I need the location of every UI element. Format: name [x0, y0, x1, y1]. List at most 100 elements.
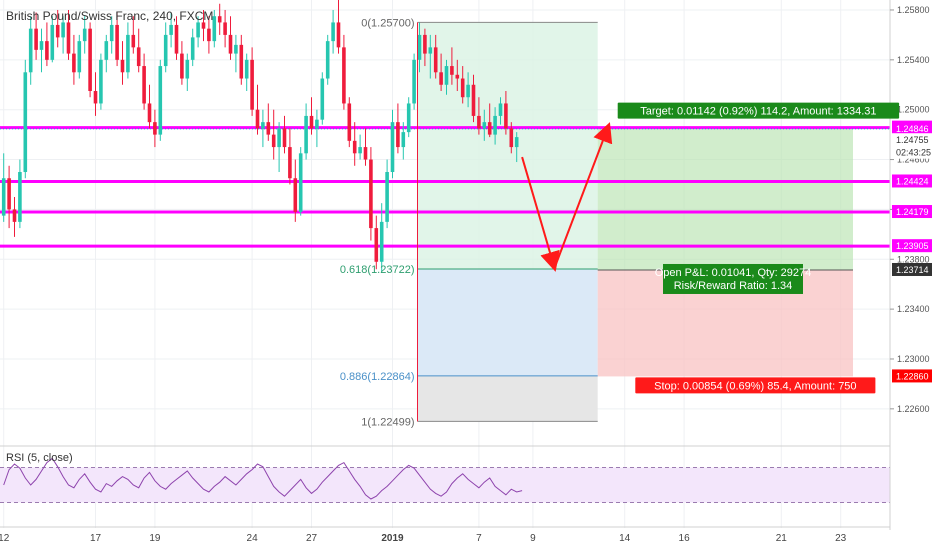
candle-body — [45, 41, 49, 60]
candle-body — [201, 22, 206, 29]
stop-label-box — [635, 377, 876, 394]
candle-body — [82, 28, 87, 42]
candle-body — [55, 24, 60, 38]
candle-body — [493, 115, 497, 135]
price-tick-label: 1.23800 — [897, 254, 930, 264]
candle-body — [190, 37, 195, 60]
projection-path — [521, 122, 613, 272]
price-label: 1.24179 — [896, 207, 929, 217]
candle-body — [99, 59, 103, 104]
candle-body — [379, 221, 384, 262]
candle-body — [315, 119, 319, 129]
candle-body — [450, 66, 454, 75]
price-tick-label: 1.23000 — [897, 354, 930, 364]
price-label: 1.24846 — [896, 124, 929, 134]
fib-label: 0.886(1.22864) — [340, 371, 415, 383]
fib-label: 0(1.25700) — [361, 17, 414, 29]
candle-body — [223, 22, 227, 35]
candle-body — [320, 78, 325, 120]
candle-body — [266, 122, 271, 135]
fib-label: 0.618(1.23722) — [340, 264, 415, 276]
candle-body — [1, 178, 6, 216]
price-label-box — [892, 174, 932, 188]
candle-body — [88, 28, 92, 91]
candle-body — [412, 59, 416, 104]
projection-arrow — [521, 156, 560, 272]
candle-body — [298, 153, 303, 212]
candle-body — [385, 172, 389, 222]
candle-body — [163, 34, 168, 67]
candle-body — [471, 84, 476, 116]
fib-label: 1(1.22499) — [361, 416, 414, 428]
price-label-box — [892, 369, 932, 383]
candle-body — [136, 47, 141, 67]
candle-body — [7, 178, 11, 210]
candle-body — [228, 34, 233, 54]
time-tick-label: 12 — [0, 533, 10, 544]
candle-body — [131, 34, 136, 48]
candle-body — [180, 53, 184, 79]
rr-label: Risk/Reward Ratio: 1.34 — [674, 280, 793, 292]
time-tick-label: 16 — [679, 533, 691, 544]
candle-body — [142, 66, 146, 104]
price-label-box — [892, 133, 932, 147]
target-label: Target: 0.01142 (0.92%) 114.2, Amount: 1… — [640, 106, 876, 118]
target-zone — [597, 127, 853, 270]
price-label: 1.23714 — [896, 265, 929, 275]
candle-body — [504, 103, 508, 129]
price-label-box — [892, 205, 932, 219]
target-label-box — [617, 102, 900, 119]
candle-body — [509, 128, 514, 148]
rsi-panel: 75.000025.000042.2661 — [0, 445, 932, 508]
candle-body — [352, 140, 357, 154]
time-tick-label: 14 — [619, 533, 631, 544]
candle-body — [158, 66, 163, 135]
candle-body — [126, 34, 130, 73]
candle-body — [460, 78, 465, 98]
candle-body — [277, 128, 281, 148]
candle-body — [428, 47, 433, 54]
stop-label: Stop: 0.00854 (0.69%) 85.4, Amount: 750 — [654, 380, 856, 392]
candle-body — [72, 53, 76, 73]
candle-body — [455, 74, 460, 79]
overlay-labels: Target: 0.01142 (0.92%) 114.2, Amount: 1… — [617, 102, 900, 394]
candle-body — [147, 103, 152, 123]
pnl-label: Open P&L: 0.01041, Qty: 29274 — [655, 267, 812, 279]
candle-body — [28, 28, 33, 73]
candle-body — [239, 44, 244, 79]
candle-body — [374, 228, 379, 262]
time-tick-label: 2019 — [381, 533, 404, 544]
price-label-box — [892, 145, 932, 159]
candle-body — [347, 103, 352, 141]
rsi-line — [3, 457, 523, 500]
candle-body — [444, 66, 449, 85]
candle-body — [514, 137, 519, 148]
time-tick-label: 7 — [476, 533, 482, 544]
price-tick-label: 1.23400 — [897, 304, 930, 314]
price-label-box — [892, 121, 932, 135]
candle-body — [331, 22, 335, 42]
price-label-box — [892, 262, 932, 276]
candle-body — [61, 22, 65, 38]
candle-body — [358, 147, 362, 154]
candle-body — [271, 134, 276, 148]
candle-body — [185, 59, 190, 79]
candle-body — [115, 24, 119, 60]
candle-body — [282, 128, 287, 148]
candle-body — [433, 47, 438, 73]
candle-body — [396, 122, 400, 148]
candle-body — [50, 24, 55, 60]
horizontal-levels — [0, 126, 890, 248]
candle-body — [325, 41, 330, 79]
candle-body — [309, 115, 314, 129]
time-tick-label: 21 — [776, 533, 788, 544]
candle-body — [120, 59, 125, 73]
fibonacci-levels: 0(1.25700) 0.618(1.23722) 0.886(1.22864) 1(… — [340, 17, 598, 428]
candle-body — [498, 103, 503, 116]
candle-body — [104, 41, 109, 60]
candle-body — [261, 122, 265, 129]
candle-body — [109, 24, 114, 42]
candle-body — [390, 122, 395, 173]
candle-body — [169, 24, 173, 35]
candle-body — [477, 115, 481, 129]
